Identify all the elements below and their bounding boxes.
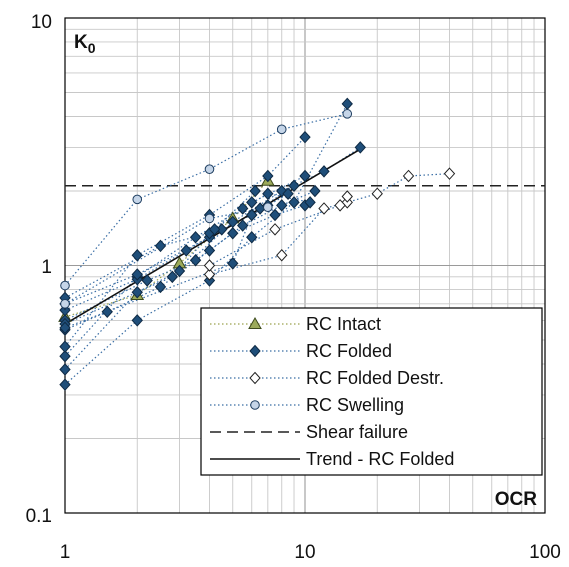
- data-markers: [58, 97, 456, 391]
- x-axis-label: OCR: [495, 489, 538, 510]
- rc-folded-point: [208, 223, 221, 236]
- rc-folded-point: [249, 184, 261, 198]
- rc-swelling-point: [263, 202, 273, 213]
- legend-label-rc-swelling: RC Swelling: [306, 395, 404, 415]
- rc-folded-point: [246, 196, 258, 209]
- rc-folded-destr--point: [269, 223, 281, 236]
- rc-swelling-point: [276, 124, 287, 135]
- rc-folded-point: [154, 280, 167, 294]
- rc-folded-point: [299, 169, 311, 183]
- y-tick-label-top: 10: [31, 12, 52, 33]
- rc-folded-point: [59, 340, 71, 353]
- rc-folded-point: [227, 226, 239, 240]
- rc-folded-point: [246, 231, 258, 244]
- rc-folded-point: [341, 97, 353, 111]
- legend: RC Intact RC Folded RC Folded Destr. RC …: [200, 307, 543, 476]
- rc-folded-point: [131, 249, 143, 262]
- rc-folded-point: [131, 268, 143, 281]
- rc-folded-point: [288, 179, 300, 192]
- legend-label-rc-intact: RC Intact: [306, 314, 381, 334]
- rc-swelling-point: [204, 164, 215, 174]
- x-tick-label-1: 1: [60, 542, 71, 563]
- legend-marker-sample: [248, 316, 262, 329]
- rc-folded-point: [154, 239, 167, 253]
- rc-folded-point: [276, 199, 288, 212]
- x-tick-label-10: 10: [294, 542, 315, 563]
- rc-folded-point: [173, 264, 186, 278]
- rc-folded-point: [304, 196, 316, 209]
- rc-folded-point: [203, 244, 216, 257]
- legend-glyphs: [210, 316, 300, 460]
- y-axis-label: K0: [74, 32, 96, 56]
- series-curve: [64, 103, 348, 386]
- rc-folded-destr--point: [203, 259, 216, 272]
- rc-folded-point: [237, 202, 249, 215]
- y-tick-label-mid: 1: [41, 257, 52, 278]
- rc-folded-point: [262, 187, 274, 200]
- rc-folded-point: [59, 321, 71, 335]
- y-tick-label-bottom: 0.1: [26, 506, 52, 527]
- rc-folded-point: [189, 231, 202, 244]
- rc-folded-point: [189, 254, 202, 267]
- rc-folded-point: [309, 184, 321, 198]
- rc-folded-point: [262, 169, 274, 183]
- rc-folded-point: [354, 141, 366, 154]
- rc-folded-point: [141, 274, 153, 287]
- rc-swelling-point: [60, 299, 70, 309]
- rc-folded-destr--point: [276, 249, 288, 262]
- rc-folded-destr--point: [203, 268, 216, 281]
- rc-swelling-point: [60, 280, 70, 291]
- rc-folded-point: [269, 208, 281, 222]
- rc-folded-point: [59, 349, 71, 363]
- rc-folded-point: [59, 363, 71, 376]
- legend-marker-sample: [249, 344, 261, 358]
- rc-folded-point: [288, 196, 300, 209]
- rc-folded-point: [59, 378, 71, 391]
- rc-folded-destr--point: [341, 190, 353, 203]
- plot-area-frame: [64, 17, 546, 514]
- rc-folded-point: [180, 244, 192, 257]
- rc-swelling-point: [132, 194, 143, 205]
- rc-folded-point: [131, 314, 143, 327]
- legend-box: [200, 307, 543, 476]
- series-curve: [64, 190, 256, 325]
- rc-folded-destr--point: [402, 169, 415, 183]
- series-curve: [209, 196, 348, 267]
- rc-folded-point: [318, 165, 330, 178]
- rc-folded-destr--point: [371, 187, 383, 200]
- legend-label-trend: Trend - RC Folded: [306, 449, 454, 469]
- rc-folded-point: [282, 187, 294, 200]
- rc-folded-destr--point: [318, 202, 330, 215]
- y-axis-label-sub: 0: [88, 40, 96, 56]
- series-curve: [64, 180, 269, 318]
- legend-label-rc-folded: RC Folded: [306, 341, 392, 361]
- x-tick-label-100: 100: [529, 542, 561, 563]
- rc-folded-point: [166, 270, 178, 284]
- series-curve: [64, 204, 306, 321]
- rc-folded-point: [101, 305, 113, 319]
- legend-marker-sample: [249, 371, 261, 385]
- series-curve: [64, 193, 311, 299]
- rc-folded-point: [227, 257, 239, 270]
- rc-folded-destr--point: [334, 199, 346, 212]
- rc-folded-point: [246, 208, 258, 222]
- rc-swelling-point: [204, 213, 215, 224]
- y-axis-label-main: K: [74, 32, 88, 53]
- rc-folded-destr--point: [443, 167, 456, 180]
- legend-label-rc-folded-destr: RC Folded Destr.: [306, 368, 444, 388]
- rc-folded-point: [131, 285, 143, 299]
- legend-marker-sample: [250, 400, 260, 410]
- rc-folded-point: [237, 219, 249, 232]
- legend-label-shear-failure: Shear failure: [306, 422, 408, 442]
- rc-swelling-point: [342, 109, 353, 119]
- rc-folded-point: [299, 130, 311, 144]
